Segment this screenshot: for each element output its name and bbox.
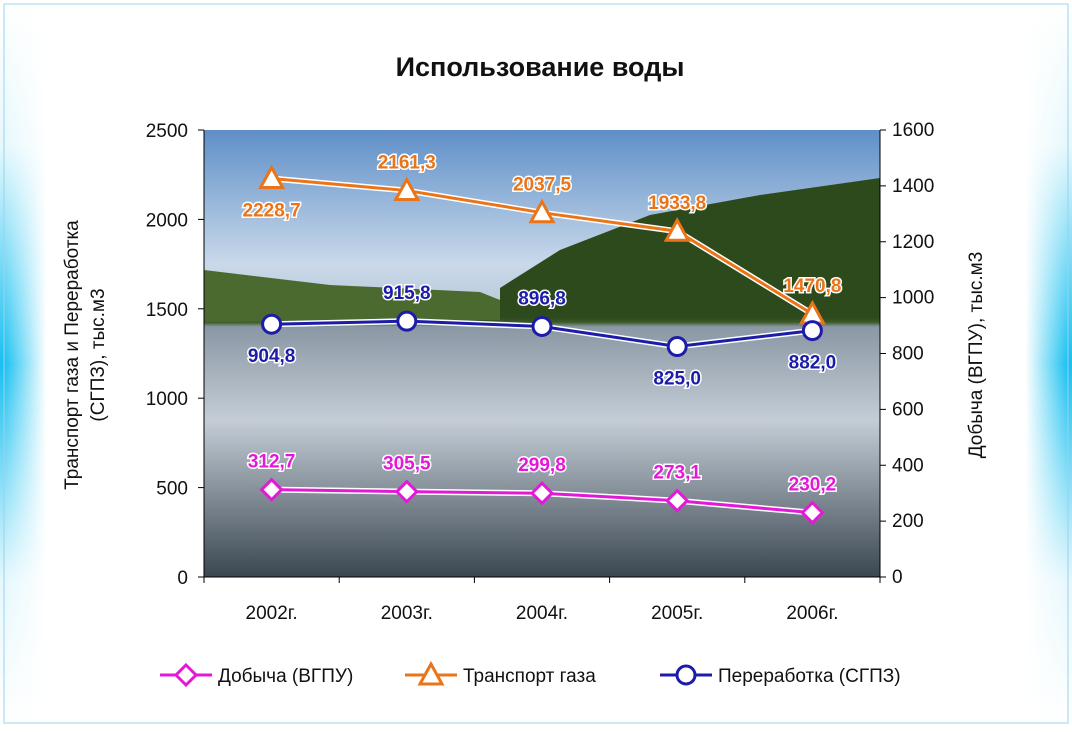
legend-label: Транспорт газа <box>463 666 596 687</box>
y-tick-label: 1000 <box>146 389 188 410</box>
x-tick-label: 2006г. <box>786 603 838 624</box>
value-label: 896,8 <box>518 288 566 309</box>
y2-tick-label: 1000 <box>892 288 934 309</box>
value-label: 1470,8 <box>783 276 841 297</box>
value-label: 2161,3 <box>378 153 436 174</box>
y2-tick-label: 400 <box>892 455 924 476</box>
x-tick-label: 2002г. <box>246 603 298 624</box>
value-label: 305,5 <box>383 454 431 475</box>
value-label: 825,0 <box>653 369 701 390</box>
chart-title: Использование воды <box>396 52 685 82</box>
value-label: 230,2 <box>789 475 837 496</box>
value-label: 312,7 <box>248 452 296 473</box>
y-tick-label: 2000 <box>146 210 188 231</box>
value-label: 904,8 <box>248 346 296 367</box>
y-axis-label: (СГПЗ), тыс.м3 <box>88 288 109 421</box>
x-tick-label: 2003г. <box>381 603 433 624</box>
y2-axis-label: Добыча (ВГПУ), тыс.м3 <box>966 252 987 459</box>
value-label: 273,1 <box>653 463 701 484</box>
data-point <box>398 312 416 330</box>
value-label: 2228,7 <box>243 201 301 222</box>
y-axis-label: Транспорт газа и Переработка <box>62 220 83 490</box>
value-label: 1933,8 <box>648 193 706 214</box>
x-tick-label: 2005г. <box>651 603 703 624</box>
y2-tick-label: 800 <box>892 344 924 365</box>
legend-label: Переработка (СГПЗ) <box>718 666 901 687</box>
y2-tick-label: 600 <box>892 399 924 420</box>
y-tick-label: 0 <box>177 568 188 589</box>
legend-label: Добыча (ВГПУ) <box>218 666 353 687</box>
value-label: 299,8 <box>518 455 566 476</box>
y-tick-label: 500 <box>156 479 188 500</box>
data-point <box>668 338 686 356</box>
y2-tick-label: 0 <box>892 567 903 588</box>
data-point <box>533 317 551 335</box>
value-label: 915,8 <box>383 283 431 304</box>
x-tick-label: 2004г. <box>516 603 568 624</box>
y-tick-label: 1500 <box>146 300 188 321</box>
y2-tick-label: 1600 <box>892 120 934 141</box>
y-tick-label: 2500 <box>146 121 188 142</box>
legend-marker <box>677 666 695 684</box>
y2-tick-label: 1400 <box>892 176 934 197</box>
chart: Использование воды Транспорт газа и Пере… <box>0 0 1072 727</box>
data-point <box>263 315 281 333</box>
value-label: 882,0 <box>789 353 837 374</box>
data-point <box>803 322 821 340</box>
value-label: 2037,5 <box>513 175 572 196</box>
y2-tick-label: 200 <box>892 511 924 532</box>
y2-tick-label: 1200 <box>892 232 934 253</box>
